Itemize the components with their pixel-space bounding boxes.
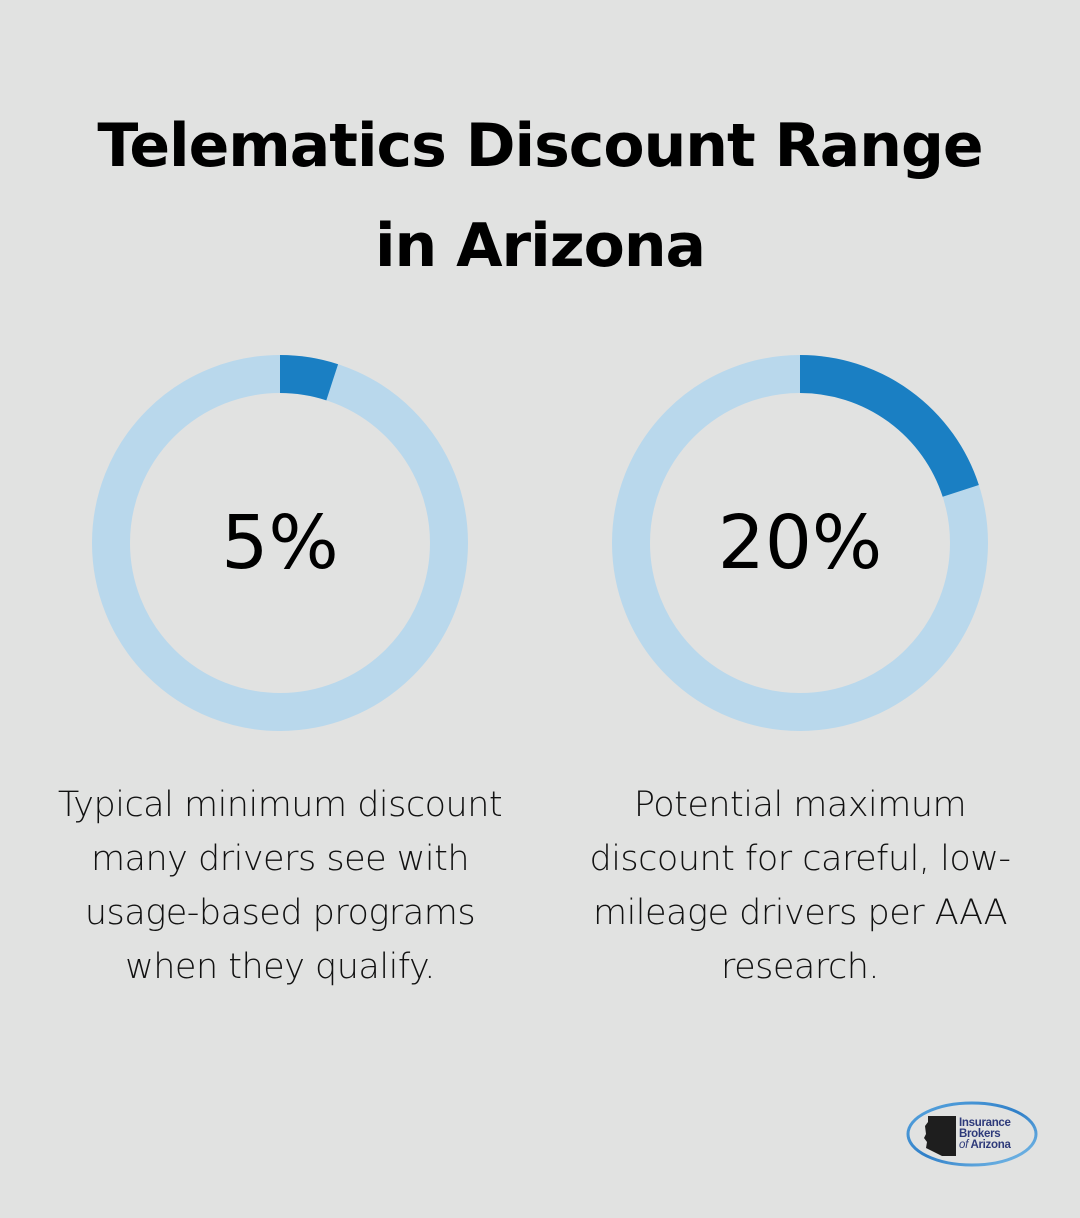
description-line: Typical minimum discount bbox=[57, 785, 503, 825]
logo-text: Insurance Brokers of Arizona bbox=[959, 1117, 1011, 1151]
company-logo: Insurance Brokers of Arizona bbox=[904, 1098, 1040, 1170]
logo-prefix: of bbox=[959, 1139, 968, 1151]
donut-ring bbox=[612, 355, 988, 731]
logo-line-of-arizona: of Arizona bbox=[959, 1139, 1011, 1151]
description-line: many drivers see with bbox=[90, 839, 470, 879]
description-line: research. bbox=[720, 947, 880, 987]
stat-minimum-discount: 5% Typical minimum discount many drivers… bbox=[20, 350, 540, 987]
title-line-1: Telematics Discount Range bbox=[97, 111, 983, 181]
logo-state-name: Arizona bbox=[970, 1139, 1011, 1151]
description-line: when they qualify. bbox=[125, 947, 435, 987]
stat-value: 20% bbox=[717, 500, 883, 586]
stat-value: 5% bbox=[221, 500, 339, 586]
page-title: Telematics Discount Range in Arizona bbox=[0, 96, 1080, 296]
logo-ellipse bbox=[906, 1101, 1038, 1167]
ring-progress bbox=[612, 355, 988, 731]
donut-ring bbox=[92, 355, 468, 731]
ring-progress bbox=[92, 355, 468, 731]
logo-line-brokers: Brokers bbox=[959, 1128, 1001, 1140]
title-line-2: in Arizona bbox=[374, 211, 706, 281]
description-line: usage-based programs bbox=[84, 893, 476, 933]
arizona-state-silhouette-icon bbox=[924, 1116, 956, 1156]
description-line: Potential maximum bbox=[633, 785, 967, 825]
description-line: discount for careful, low- bbox=[589, 839, 1011, 879]
logo-line-insurance: Insurance bbox=[959, 1117, 1011, 1129]
stat-maximum-discount: 20% Potential maximum discount for caref… bbox=[540, 350, 1060, 987]
donut-chart-5-percent: 5% bbox=[80, 350, 480, 750]
donut-chart-20-percent: 20% bbox=[600, 350, 1000, 750]
stat-description: Typical minimum discount many drivers se… bbox=[20, 778, 540, 994]
description-line: mileage drivers per AAA bbox=[592, 893, 1008, 933]
stat-description: Potential maximum discount for careful, … bbox=[540, 778, 1060, 994]
